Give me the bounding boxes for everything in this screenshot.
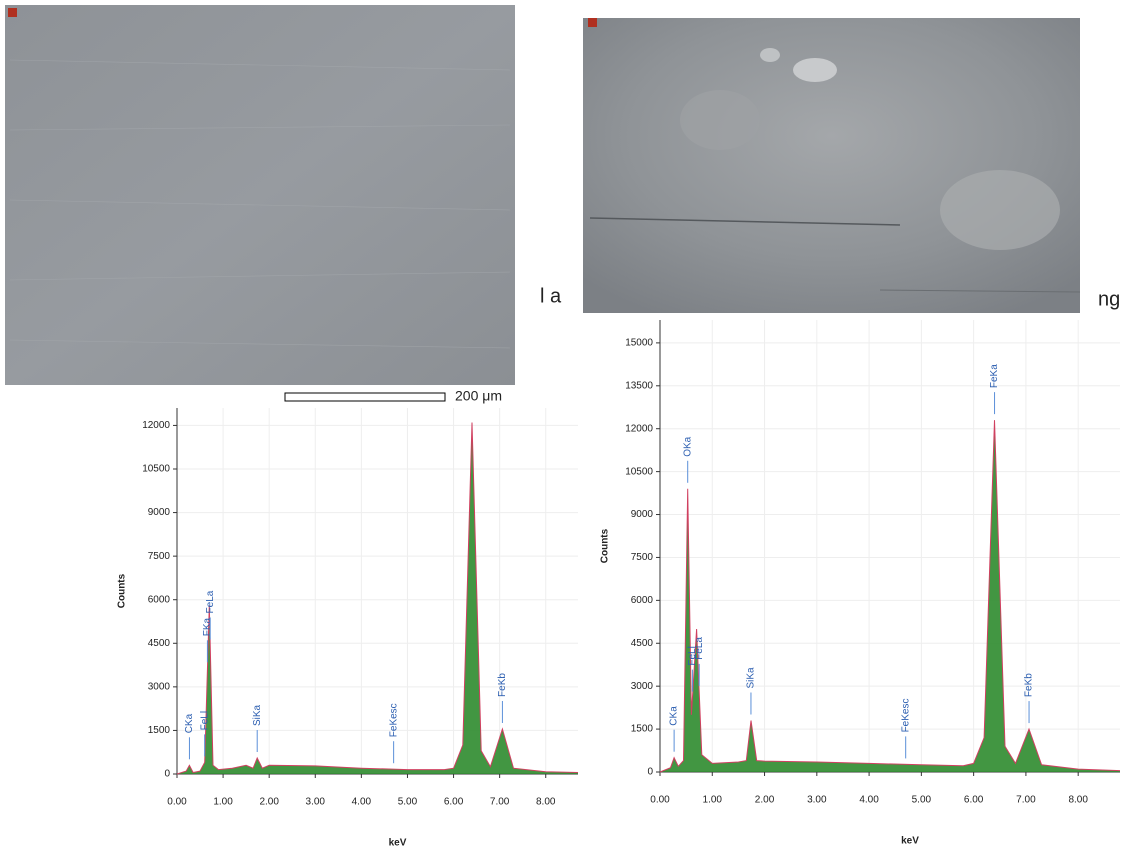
y-tick-label: 13500 (625, 380, 653, 391)
peak-label: FeLa (694, 637, 705, 660)
y-tick-label: 1500 (631, 724, 654, 735)
sem-image (5, 5, 515, 385)
x-tick-label: 1.00 (703, 795, 723, 806)
x-tick-label: 3.00 (807, 795, 827, 806)
x-tick-label: 2.00 (755, 795, 775, 806)
icon (588, 18, 597, 27)
peak-label: FeKb (1024, 673, 1035, 697)
x-tick-label: 8.00 (1068, 795, 1088, 806)
peak-label: FeLl (687, 646, 698, 665)
icon (8, 8, 17, 17)
x-tick-label: 7.00 (490, 797, 510, 808)
peak-label: FeKesc (900, 699, 911, 733)
peak-label: SiKa (252, 704, 263, 726)
y-tick-label: 4500 (148, 638, 171, 649)
peak-label: FeLa (205, 590, 216, 613)
x-tick-label: 3.00 (306, 797, 326, 808)
y-tick-label: 10500 (142, 464, 170, 475)
x-tick-label: 7.00 (1016, 795, 1036, 806)
x-tick-label: 4.00 (352, 797, 372, 808)
x-tick-label: 5.00 (398, 797, 418, 808)
y-tick-label: 4500 (631, 638, 654, 649)
y-tick-label: 9000 (631, 509, 654, 520)
y-tick-label: 0 (647, 767, 653, 778)
y-tick-label: 15000 (625, 338, 653, 349)
x-tick-label: 0.00 (167, 797, 187, 808)
y-tick-label: 10500 (625, 466, 653, 477)
spectrum-line (659, 420, 1121, 773)
y-tick-label: 12000 (142, 420, 170, 431)
y-tick-label: 0 (164, 769, 170, 780)
x-tick-label: 0.00 (650, 795, 670, 806)
x-tick-label: 2.00 (259, 797, 279, 808)
sem-texture (9, 59, 511, 349)
y-axis-label: Counts (600, 528, 611, 563)
spectrum-line (176, 422, 579, 775)
y-tick-label: 9000 (148, 507, 171, 518)
x-tick-label: 6.00 (964, 795, 984, 806)
y-tick-label: 7500 (631, 552, 654, 563)
peak-label: FeKa (989, 364, 1000, 388)
y-tick-label: 3000 (631, 681, 654, 692)
y-tick-label: 7500 (148, 551, 171, 562)
text-fragment: l a (540, 285, 562, 307)
x-tick-label: 5.00 (912, 795, 932, 806)
spectrum-area (177, 422, 578, 774)
peak-label: FeLl (199, 711, 210, 730)
y-tick-label: 6000 (148, 594, 171, 605)
scale-bar (284, 392, 446, 402)
y-tick-label: 3000 (148, 681, 171, 692)
y-tick-label: 12000 (625, 423, 653, 434)
x-axis-label: keV (901, 836, 919, 847)
x-tick-label: 8.00 (536, 797, 556, 808)
y-tick-label: 1500 (148, 725, 171, 736)
y-tick-label: 6000 (631, 595, 654, 606)
x-tick-label: 4.00 (859, 795, 879, 806)
peak-label: CKa (184, 713, 195, 733)
spectrum-area (660, 420, 1120, 772)
peak-label: SiKa (746, 667, 757, 689)
scale-bar-label: 200 μm (455, 388, 502, 404)
sem-texture (589, 48, 1081, 293)
peak-label: FeKesc (388, 703, 399, 737)
peak-label: OKa (682, 436, 693, 456)
x-axis-label: keV (389, 838, 407, 849)
text-fragment: ng (1098, 288, 1120, 310)
peak-label: CKa (669, 706, 680, 726)
x-tick-label: 1.00 (213, 797, 233, 808)
peak-label: FKa (202, 617, 213, 636)
peak-label: FeKb (497, 673, 508, 697)
y-axis-label: Counts (117, 573, 128, 608)
x-tick-label: 6.00 (444, 797, 464, 808)
